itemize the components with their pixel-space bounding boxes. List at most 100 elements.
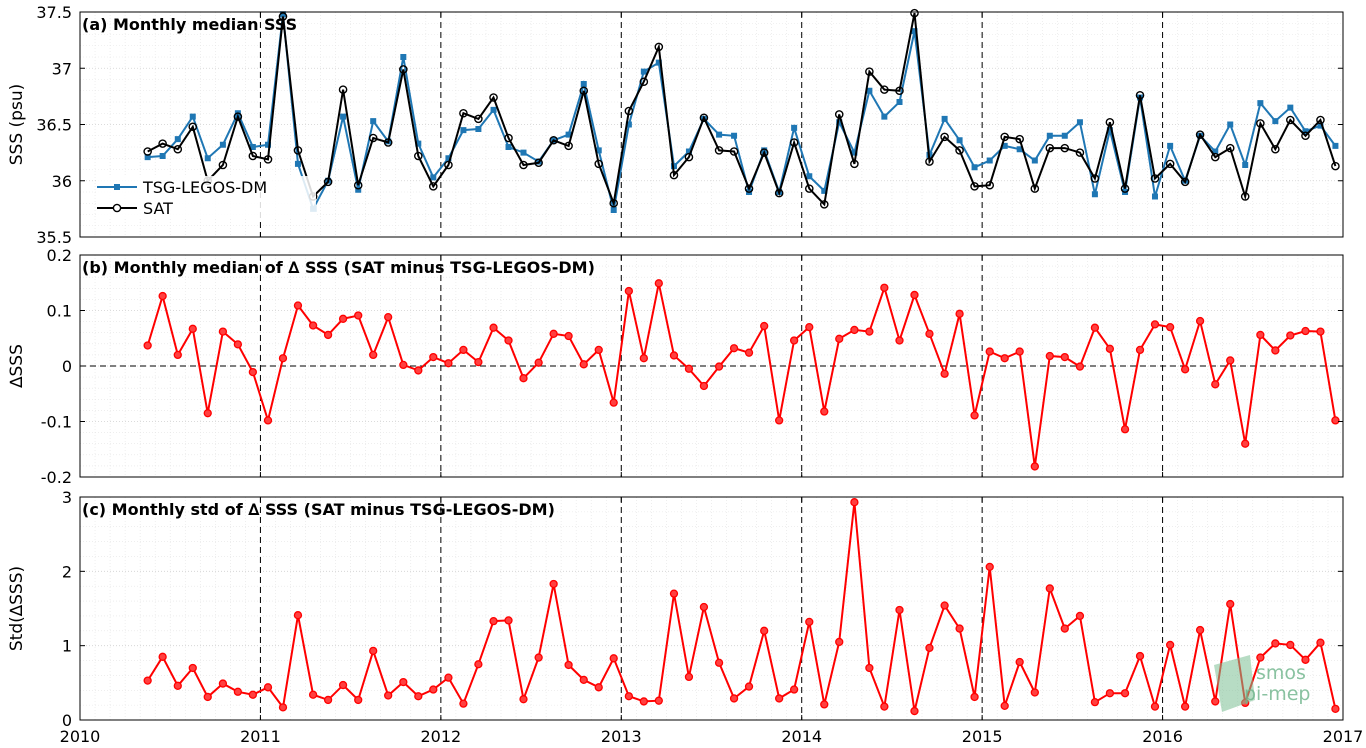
tsg-data-point [189, 113, 196, 120]
delta-data-point [970, 411, 979, 420]
delta-data-point [1271, 346, 1280, 355]
delta-data-point [1211, 697, 1220, 706]
delta-data-point [684, 364, 694, 373]
tsg-data-point [1242, 162, 1249, 168]
legend-sat-label: SAT [143, 199, 173, 218]
sat-data-point [1195, 130, 1205, 139]
delta-data-point [895, 336, 904, 345]
sat-data-point [1090, 174, 1100, 183]
delta-data-point [895, 605, 904, 615]
delta-data-point [775, 694, 784, 703]
sat-data-point [353, 180, 363, 190]
tsg-data-point [580, 81, 587, 87]
sat-data-point [819, 200, 829, 209]
y-tick-label: 36 [52, 172, 72, 191]
tsg-data-point [1151, 193, 1158, 200]
delta-data-point [1060, 624, 1069, 633]
delta-data-point [1075, 362, 1085, 371]
tsg-data-point [475, 126, 482, 132]
delta-data-point [474, 357, 483, 367]
tsg-data-point [490, 106, 497, 113]
sat-data-point [1015, 134, 1024, 144]
y-tick-label: 35.5 [36, 228, 72, 247]
tsg-data-point [1212, 148, 1219, 155]
delta-data-point [519, 374, 528, 383]
delta-data-point [549, 329, 558, 338]
delta-data-point [940, 369, 949, 378]
delta-data-point [1301, 326, 1310, 336]
sat-data-point [534, 158, 543, 168]
tsg-data-point [1076, 119, 1083, 126]
delta-data-point [789, 336, 799, 345]
sat-data-point [218, 160, 228, 170]
legend-background [96, 176, 316, 218]
delta-data-point [1165, 640, 1175, 650]
delta-data-point [775, 416, 784, 425]
sat-data-point [1060, 143, 1070, 153]
delta-data-point [1105, 344, 1115, 353]
delta-data-point [354, 311, 363, 320]
tsg-data-point [1091, 191, 1098, 198]
delta-data-point [338, 314, 348, 323]
delta-data-point [684, 672, 694, 682]
delta-data-point [850, 325, 859, 335]
delta-data-point [609, 398, 618, 407]
tsg-data-point [340, 113, 347, 120]
sat-data-point [774, 188, 784, 198]
delta-data-point [1286, 640, 1295, 650]
sat-data-point [1331, 161, 1340, 171]
x-tick-label: 2015 [962, 727, 1003, 746]
y-axis-label: Std(∆SSS) [7, 566, 27, 651]
sat-data-point [489, 93, 498, 102]
delta-data-point [1226, 356, 1235, 365]
sat-data-point [444, 160, 453, 170]
x-tick-label: 2011 [240, 727, 281, 746]
tsg-data-point [294, 160, 301, 167]
y-tick-label: 0.2 [47, 246, 72, 265]
delta-data-point [835, 334, 844, 343]
panel-c-monthly-std-delta-sss: 0 1 2 3 Std(∆SSS) (c) Monthly std of ∆ SSS (S… [7, 488, 1363, 746]
tsg-data-point [1001, 142, 1008, 149]
sat-data-point [338, 85, 348, 94]
delta-data-point [955, 624, 964, 633]
delta-data-point [1030, 688, 1039, 697]
delta-data-point [429, 352, 438, 362]
delta-data-point [985, 347, 994, 356]
delta-data-point [850, 498, 859, 507]
delta-data-point [594, 345, 603, 355]
delta-data-point [519, 695, 528, 704]
y-axis-label: SSS (psu) [7, 84, 27, 165]
tsg-data-point [249, 144, 256, 150]
delta-data-point [910, 706, 919, 716]
sat-data-point [1165, 159, 1175, 169]
y-axis-label: ∆SSS [7, 344, 27, 389]
delta-data-point [955, 309, 964, 318]
panel-title: (a) Monthly median SSS [82, 15, 297, 34]
sat-data-point [880, 85, 889, 94]
sat-data-point [1030, 184, 1040, 193]
delta-data-point [1090, 323, 1100, 332]
delta-data-point [654, 279, 663, 288]
delta-data-point [564, 331, 573, 341]
delta-data-point [444, 359, 453, 368]
x-tick-label: 2013 [601, 727, 642, 746]
delta-data-point [158, 652, 167, 661]
delta-data-point [1120, 425, 1130, 434]
tsg-data-point [1287, 104, 1294, 111]
delta-data-point [444, 673, 453, 682]
sat-data-point [1210, 152, 1220, 162]
delta-data-point [278, 703, 288, 712]
tsg-data-point [986, 157, 993, 164]
delta-data-point [865, 663, 874, 673]
delta-data-point [639, 354, 648, 363]
y-tick-label: -0.1 [41, 413, 72, 432]
series-line-sat [147, 12, 1337, 208]
sat-data-point [729, 147, 739, 156]
delta-data-point [579, 675, 588, 685]
delta-data-point [910, 290, 919, 300]
sat-data-point [1135, 90, 1145, 100]
sat-data-point [1286, 115, 1295, 125]
delta-data-point [504, 616, 513, 625]
tsg-data-point [159, 153, 166, 159]
delta-data-point [1015, 657, 1024, 667]
